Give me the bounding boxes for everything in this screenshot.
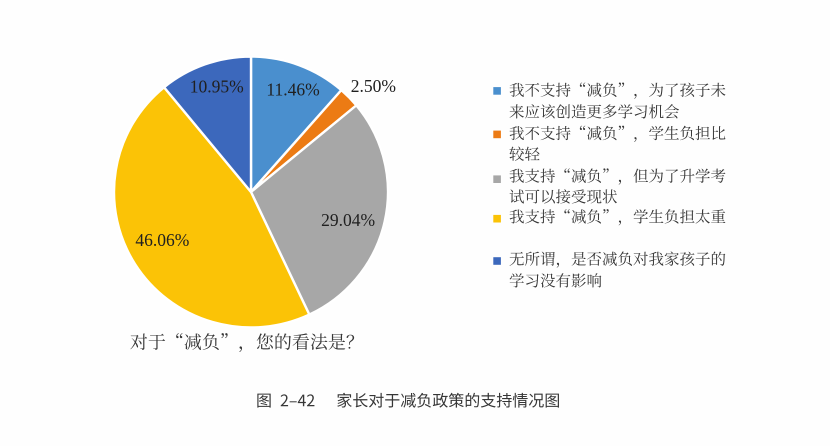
svg-text:11.46%: 11.46% — [266, 80, 319, 100]
svg-text:2.50%: 2.50% — [351, 76, 396, 96]
svg-text:29.04%: 29.04% — [321, 210, 375, 230]
svg-text:46.06%: 46.06% — [135, 230, 189, 250]
svg-text:10.95%: 10.95% — [190, 76, 244, 96]
